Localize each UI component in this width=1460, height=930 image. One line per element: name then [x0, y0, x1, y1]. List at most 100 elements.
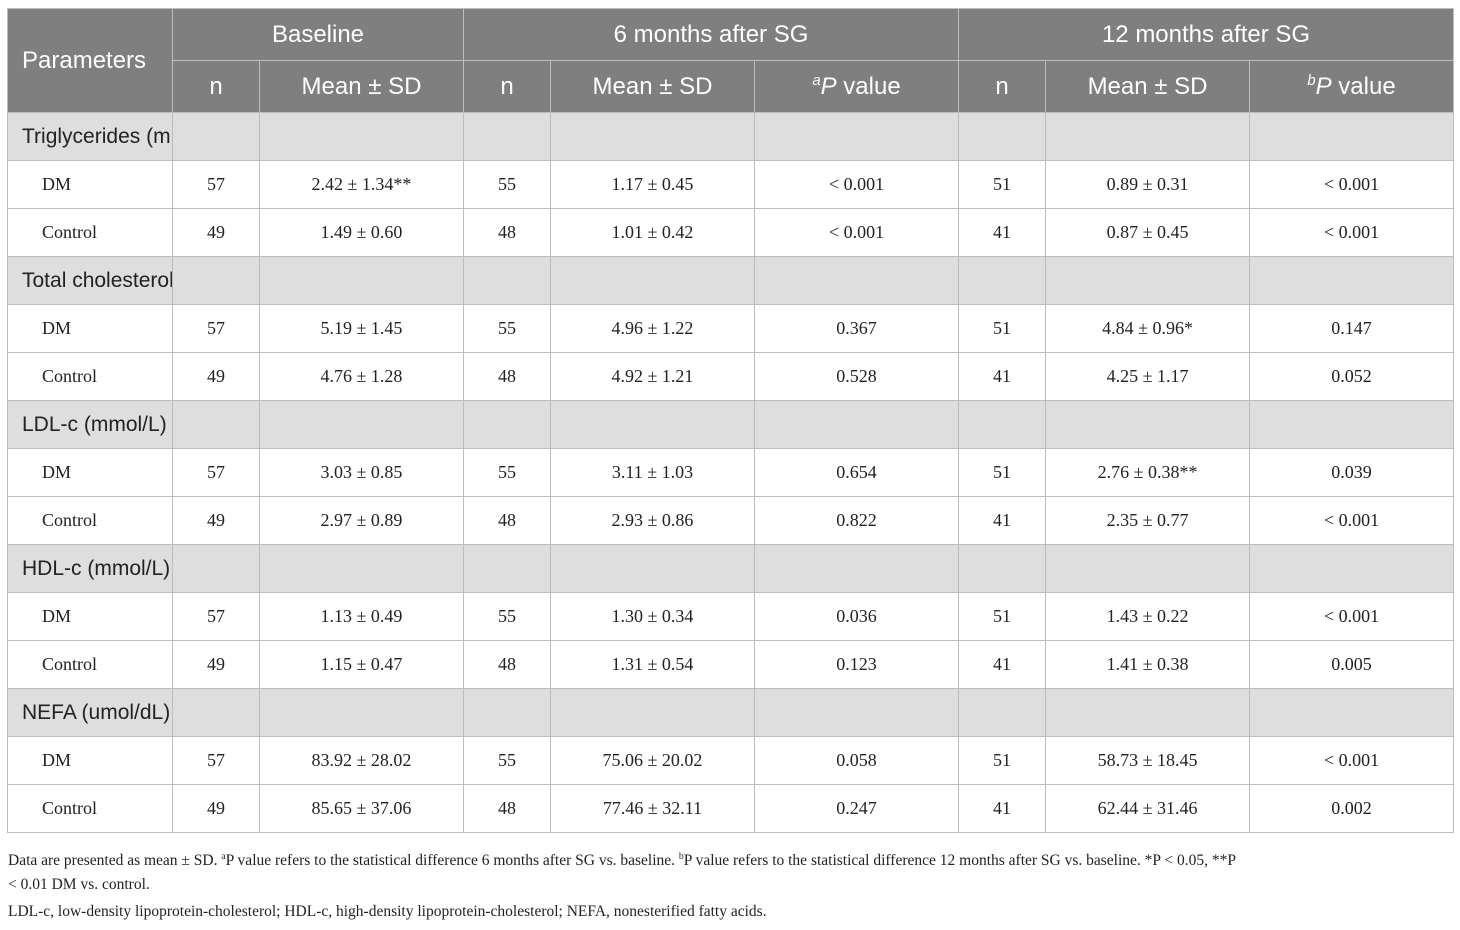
baseline-mean-cell: 3.03 ± 0.85	[259, 448, 464, 497]
twelve-months-n-cell: 51	[958, 592, 1047, 641]
group-row-cell	[172, 688, 260, 737]
six-months-p-cell: 0.822	[753, 496, 960, 545]
six-months-p-cell: < 0.001	[753, 208, 960, 257]
row-label: DM	[7, 448, 173, 497]
group-row-cell	[550, 400, 755, 449]
baseline-mean-cell: 4.76 ± 1.28	[259, 352, 464, 401]
group-row-cell	[172, 544, 260, 593]
group-row: LDL-c (mmol/L)	[7, 400, 1455, 449]
row-label: Control	[7, 352, 173, 401]
table-row: Control 49 4.76 ± 1.28 48 4.92 ± 1.21 0.528 41…	[7, 352, 1455, 401]
table-row: DM 57 83.92 ± 28.02 55 75.06 ± 20.02 0.058 51 5…	[7, 736, 1455, 785]
twelve-months-mean-cell: 4.84 ± 0.96*	[1045, 304, 1251, 353]
group-row-cell	[753, 112, 960, 161]
six-months-mean-header: Mean ± SD	[550, 60, 755, 113]
parameters-header: Parameters	[7, 8, 173, 113]
group-row-cell	[1249, 112, 1455, 161]
baseline-mean-cell: 2.42 ± 1.34**	[259, 160, 464, 209]
group-label: Total cholesterol (mmol/L)	[7, 256, 173, 305]
footnote-abbreviations: LDL-c, low-density lipoprotein-cholester…	[8, 903, 767, 920]
group-row-cell	[958, 112, 1047, 161]
table-row: Control 49 2.97 ± 0.89 48 2.93 ± 0.86 0.822 41…	[7, 496, 1455, 545]
row-label: Control	[7, 208, 173, 257]
twelve-months-n-cell: 51	[958, 448, 1047, 497]
twelve-months-mean-cell: 2.76 ± 0.38**	[1045, 448, 1251, 497]
baseline-n-cell: 49	[172, 496, 260, 545]
table-header: Parameters Baseline 6 months after SG 12…	[7, 8, 1455, 113]
table-row: DM 57 1.13 ± 0.49 55 1.30 ± 0.34 0.036 51 1.43 …	[7, 592, 1455, 641]
twelve-months-mean-cell: 4.25 ± 1.17	[1045, 352, 1251, 401]
six-months-p-cell: 0.654	[753, 448, 960, 497]
group-row: Triglycerides (mmol/L)	[7, 112, 1455, 161]
table-row: Control 49 1.49 ± 0.60 48 1.01 ± 0.42 < 0.001…	[7, 208, 1455, 257]
baseline-mean-cell: 1.49 ± 0.60	[259, 208, 464, 257]
group-row-cell	[753, 544, 960, 593]
group-row-cell	[172, 400, 260, 449]
group-label: NEFA (umol/dL)	[7, 688, 173, 737]
six-months-n-cell: 55	[463, 592, 551, 641]
twelve-months-mean-header: Mean ± SD	[1045, 60, 1251, 113]
six-months-n-header: n	[463, 60, 551, 113]
row-label: DM	[7, 736, 173, 785]
row-label: DM	[7, 160, 173, 209]
twelve-months-mean-cell: 62.44 ± 31.46	[1045, 784, 1251, 833]
baseline-mean-cell: 1.13 ± 0.49	[259, 592, 464, 641]
group-row-cell	[463, 400, 551, 449]
group-row-cell	[1045, 688, 1251, 737]
group-row-cell	[463, 688, 551, 737]
twelve-months-p-cell: < 0.001	[1249, 736, 1455, 785]
group-row-cell	[463, 256, 551, 305]
group-row-cell	[1249, 544, 1455, 593]
row-label: DM	[7, 592, 173, 641]
baseline-n-cell: 57	[172, 736, 260, 785]
twelve-months-mean-cell: 58.73 ± 18.45	[1045, 736, 1251, 785]
group-row-cell	[958, 400, 1047, 449]
group-row-cell	[1045, 112, 1251, 161]
twelve-months-n-cell: 51	[958, 160, 1047, 209]
baseline-header: Baseline	[172, 8, 464, 61]
group-row: HDL-c (mmol/L)	[7, 544, 1455, 593]
baseline-n-header: n	[172, 60, 260, 113]
six-months-mean-cell: 75.06 ± 20.02	[550, 736, 755, 785]
twelve-months-p-header: bP value	[1249, 60, 1455, 113]
row-label: Control	[7, 640, 173, 689]
twelve-months-mean-cell: 0.87 ± 0.45	[1045, 208, 1251, 257]
baseline-n-cell: 49	[172, 784, 260, 833]
baseline-mean-cell: 5.19 ± 1.45	[259, 304, 464, 353]
twelve-months-p-cell: 0.002	[1249, 784, 1455, 833]
twelve-months-n-cell: 41	[958, 784, 1047, 833]
baseline-n-cell: 49	[172, 208, 260, 257]
group-row-cell	[1249, 256, 1455, 305]
six-months-p-cell: 0.247	[753, 784, 960, 833]
group-row-cell	[1045, 544, 1251, 593]
group-row-cell	[958, 688, 1047, 737]
twelve-months-p-cell: < 0.001	[1249, 160, 1455, 209]
group-row-cell	[550, 112, 755, 161]
six-months-n-cell: 55	[463, 304, 551, 353]
baseline-mean-cell: 83.92 ± 28.02	[259, 736, 464, 785]
baseline-n-cell: 49	[172, 352, 260, 401]
table-row: Control 49 85.65 ± 37.06 48 77.46 ± 32.11 0.2…	[7, 784, 1455, 833]
twelve-months-p-cell: 0.039	[1249, 448, 1455, 497]
six-months-n-cell: 48	[463, 640, 551, 689]
six-months-n-cell: 48	[463, 496, 551, 545]
six-months-n-cell: 48	[463, 208, 551, 257]
six-months-p-cell: 0.058	[753, 736, 960, 785]
group-row-cell	[259, 400, 464, 449]
baseline-n-cell: 49	[172, 640, 260, 689]
footnote-definitions: Data are presented as mean ± SD. aP valu…	[8, 850, 1236, 893]
twelve-months-p-cell: 0.052	[1249, 352, 1455, 401]
twelve-months-p-cell: < 0.001	[1249, 592, 1455, 641]
twelve-months-mean-cell: 2.35 ± 0.77	[1045, 496, 1251, 545]
six-months-n-cell: 55	[463, 448, 551, 497]
group-row-cell	[1045, 256, 1251, 305]
group-row-cell	[958, 544, 1047, 593]
six-months-mean-cell: 1.17 ± 0.45	[550, 160, 755, 209]
six-months-n-cell: 55	[463, 736, 551, 785]
group-row-cell	[463, 112, 551, 161]
row-label: Control	[7, 496, 173, 545]
six-months-mean-cell: 3.11 ± 1.03	[550, 448, 755, 497]
six-months-mean-cell: 77.46 ± 32.11	[550, 784, 755, 833]
group-row-cell	[259, 544, 464, 593]
